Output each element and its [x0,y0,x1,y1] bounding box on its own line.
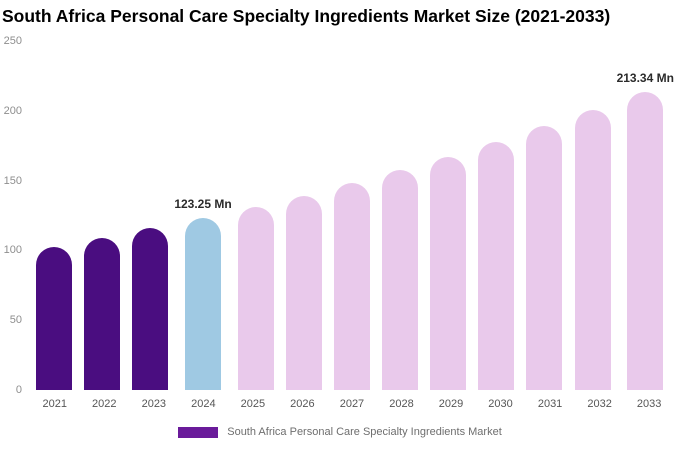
y-axis-tick-100: 100 [3,244,22,257]
y-axis-tick-200: 200 [3,104,22,117]
y-axis-tick-0: 0 [15,384,22,396]
bar-column-2024: 123.25 Mn [174,41,232,390]
bar-column-2031 [520,41,568,390]
bar-column-2032 [568,41,616,390]
bar-2027[interactable] [333,183,370,390]
bar-2023[interactable] [132,228,169,390]
bar-column-2022 [78,41,126,390]
bar-column-2030 [472,41,520,390]
bar-2025[interactable] [237,207,274,390]
bar-2028[interactable] [382,170,419,390]
y-axis: 0 50 100 150 200 250 [0,35,24,396]
x-axis-label-2032: 2032 [587,398,612,410]
x-axis-label-2022: 2022 [92,398,117,410]
chart-title: South Africa Personal Care Specialty Ing… [2,6,611,26]
bar-2033[interactable] [627,92,664,390]
bar-2021[interactable] [36,246,73,390]
bar-value-label-2024: 123.25 Mn [174,196,232,211]
bar-2029[interactable] [430,156,467,390]
legend-item[interactable]: South Africa Personal Care Specialty Ing… [0,426,680,438]
bar-2031[interactable] [526,126,563,390]
y-axis-tick-50: 50 [9,314,22,327]
bar-2024[interactable] [185,217,222,390]
x-axis-label-2028: 2028 [389,398,414,410]
x-axis-label-2026: 2026 [290,398,315,410]
bar-2030[interactable] [478,141,515,390]
x-axis-label-2027: 2027 [339,398,365,410]
bar-2026[interactable] [285,195,322,390]
x-axis-label-2029: 2029 [438,398,464,410]
x-axis-label-2021: 2021 [42,398,67,410]
x-axis-label-2024: 2024 [191,398,216,410]
x-axis-label-2025: 2025 [240,398,266,410]
x-axis-label-2033: 2033 [636,398,662,410]
x-axis-label-2031: 2031 [537,398,563,410]
y-axis-tick-250: 250 [3,35,22,47]
bar-column-2023 [126,41,174,390]
x-axis-label-2023: 2023 [141,398,167,410]
plot-area: 123.25 Mn 213.34 Mn [30,41,674,390]
bar-column-2027 [328,41,376,390]
legend-label: South Africa Personal Care Specialty Ing… [227,426,502,438]
bar-2022[interactable] [84,237,121,390]
x-axis: 2021 2022 2023 2024 2025 2026 2027 2028 2029 2030… [30,398,674,410]
bar-column-2033: 213.34 Mn [617,41,674,390]
bar-column-2028 [376,41,424,390]
y-axis-tick-150: 150 [3,174,22,187]
bar-column-2029 [424,41,472,390]
bar-column-2025 [232,41,280,390]
bar-value-label-2033: 213.34 Mn [616,71,674,86]
bar-2032[interactable] [574,109,611,390]
bar-column-2021 [30,41,78,390]
bar-column-2026 [280,41,328,390]
legend-swatch [178,426,219,438]
x-axis-label-2030: 2030 [488,398,513,410]
